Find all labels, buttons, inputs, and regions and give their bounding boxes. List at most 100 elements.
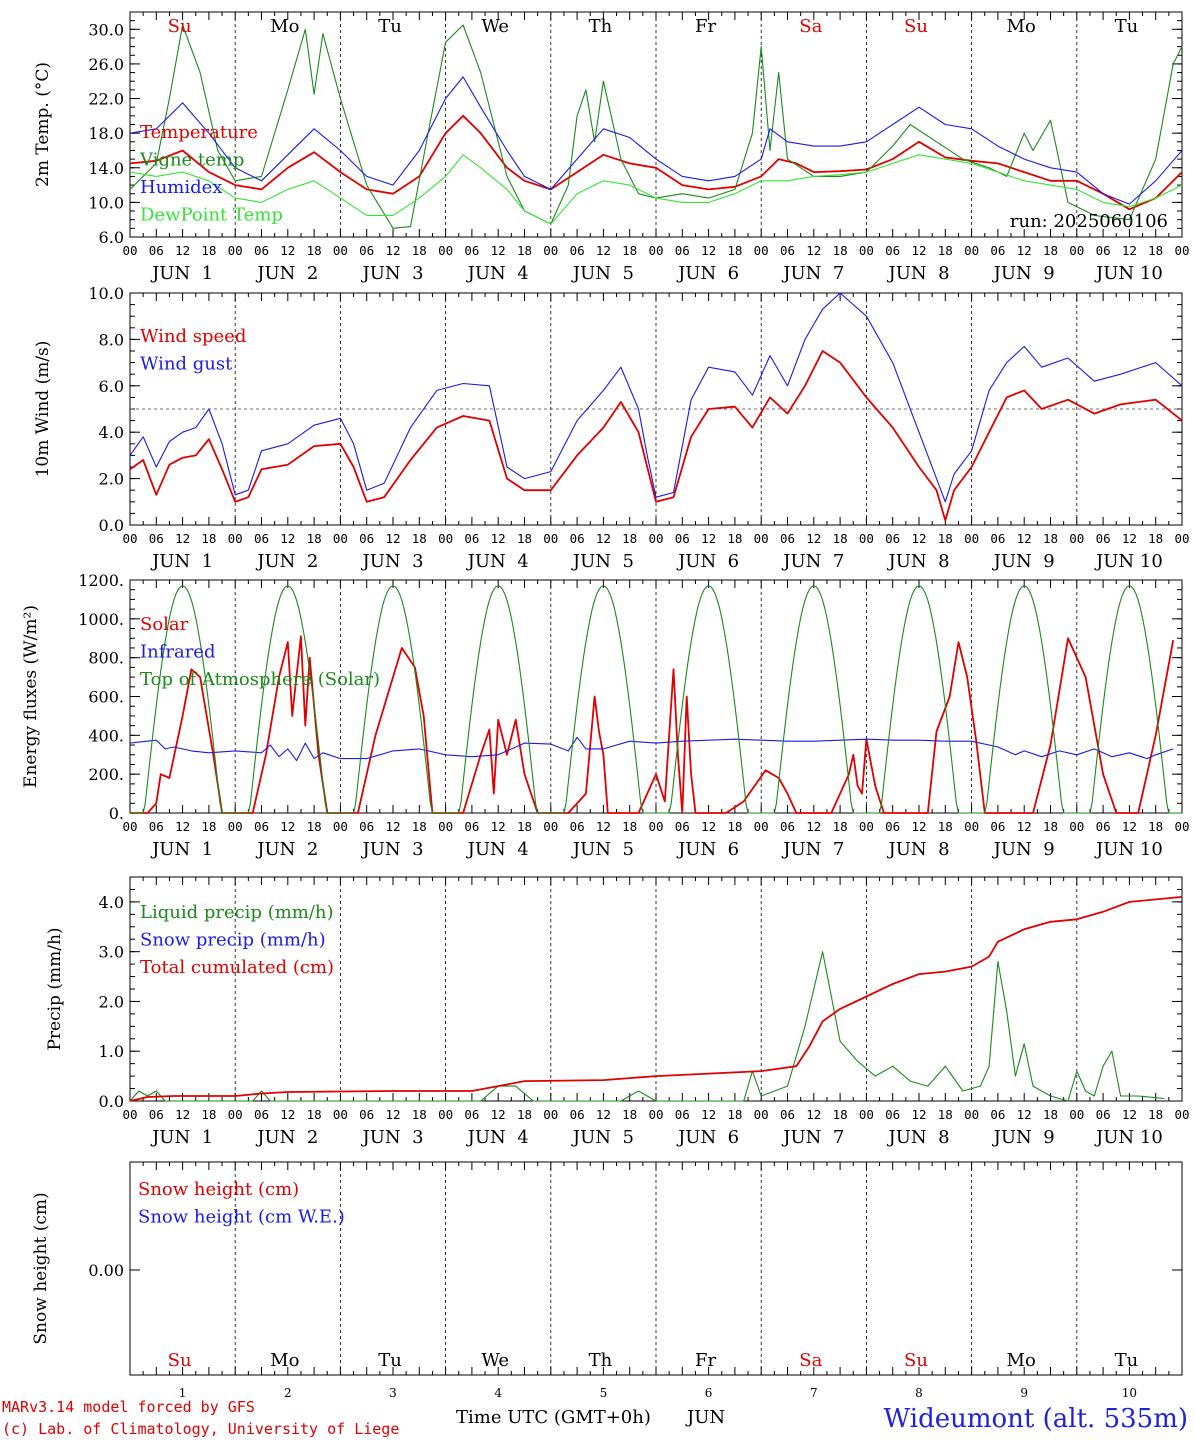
x-tick-label: 00: [754, 819, 769, 834]
x-tick-label: 06: [570, 531, 585, 546]
weekday-label: Th: [589, 1350, 613, 1371]
day-label: JUN 9: [992, 839, 1055, 860]
x-tick-label: 12: [701, 1107, 716, 1122]
x-tick-label: 06: [780, 819, 795, 834]
x-tick-label: 18: [307, 819, 322, 834]
legend-entry: Vigne temp: [139, 150, 244, 171]
x-tick-label: 00: [964, 531, 979, 546]
day-label: JUN 6: [676, 551, 739, 572]
x-tick-label: 18: [1148, 1107, 1163, 1122]
day-label: JUN 6: [676, 839, 739, 860]
day-label: JUN 3: [360, 551, 423, 572]
x-tick-label: 12: [911, 819, 926, 834]
x-tick-label: 00: [543, 531, 558, 546]
day-label: JUN 5: [571, 263, 634, 284]
x-tick-label: 06: [675, 819, 690, 834]
x-tick-label: 06: [990, 1107, 1005, 1122]
x-tick-label: 18: [201, 243, 216, 258]
day-label: JUN 10: [1094, 551, 1163, 572]
x-tick-label: 06: [254, 819, 269, 834]
weekday-label: Sa: [799, 16, 822, 37]
legend-entry: Total cumulated (cm): [140, 957, 334, 978]
x-tick-label: 06: [1096, 243, 1111, 258]
day-label: JUN 6: [676, 263, 739, 284]
x-tick-label: 00: [754, 531, 769, 546]
x-tick-label: 00: [438, 1107, 453, 1122]
x-tick-label: 00: [1174, 819, 1189, 834]
x-tick-label: 06: [254, 243, 269, 258]
panel-1: 6.0 10.0 14.0 18.0 22.0 26.0 30.0 2m Temp. (°C)…: [33, 11, 1190, 284]
x-tick-label: 18: [727, 243, 742, 258]
x-tick-label: 12: [280, 819, 295, 834]
weekday-label: Mo: [270, 1350, 299, 1371]
day-label: JUN 10: [1094, 839, 1163, 860]
x-tick-label: 18: [1043, 1107, 1058, 1122]
day-label: JUN 3: [360, 263, 423, 284]
legend-entry: Temperature: [140, 122, 258, 143]
x-tick-label: 00: [122, 1107, 137, 1122]
legend-entry: Infrared: [140, 642, 215, 663]
y-tick-label: 800.: [88, 649, 124, 668]
x-tick-label: 06: [254, 1107, 269, 1122]
x-tick-label: 06: [359, 531, 374, 546]
x-tick-label: 00: [333, 819, 348, 834]
x-tick-label: 12: [385, 243, 400, 258]
x-tick-label: 00: [859, 531, 874, 546]
x-tick-label: 00: [859, 243, 874, 258]
x-axis-month: JUN: [685, 1407, 725, 1428]
x-tick-label: 18: [833, 819, 848, 834]
legend-entry: Snow precip (mm/h): [140, 930, 326, 951]
day-label: JUN 8: [886, 551, 949, 572]
x-tick-label: 00: [859, 1107, 874, 1122]
weekday-label: Fr: [695, 1350, 716, 1371]
y-tick-label: 1.0: [99, 1042, 124, 1061]
y-axis-label: Energy fluxes (W/m²): [21, 605, 41, 788]
series-line: [129, 292, 1183, 503]
x-tick-label: 00: [122, 531, 137, 546]
x-tick-label: 06: [885, 1107, 900, 1122]
x-tick-label: 06: [1096, 531, 1111, 546]
x-tick-label: 06: [675, 531, 690, 546]
y-tick-label: 1200.: [78, 571, 124, 590]
x-tick-label: 06: [149, 1107, 164, 1122]
x-tick-label: 00: [438, 819, 453, 834]
day-number: 7: [810, 1386, 818, 1400]
x-tick-label: 18: [1043, 243, 1058, 258]
x-tick-label: 18: [412, 243, 427, 258]
x-tick-label: 18: [1148, 531, 1163, 546]
x-tick-label: 12: [280, 531, 295, 546]
day-number: 8: [915, 1386, 923, 1400]
x-tick-label: 00: [648, 819, 663, 834]
weekday-label: Tu: [1115, 16, 1139, 37]
x-tick-label: 06: [780, 243, 795, 258]
series-line: [129, 951, 1165, 1102]
series-line: [129, 736, 1174, 762]
x-tick-label: 12: [701, 531, 716, 546]
x-tick-label: 12: [1017, 531, 1032, 546]
day-label: JUN 1: [150, 1127, 213, 1148]
y-tick-label: 18.0: [88, 124, 124, 143]
x-tick-label: 00: [1069, 243, 1084, 258]
x-tick-label: 06: [780, 1107, 795, 1122]
x-tick-label: 18: [727, 819, 742, 834]
x-tick-label: 06: [570, 819, 585, 834]
x-tick-label: 18: [412, 819, 427, 834]
lab-credit: (c) Lab. of Climatology, University of L…: [2, 1420, 399, 1438]
x-tick-label: 06: [254, 531, 269, 546]
x-tick-label: 00: [648, 531, 663, 546]
x-tick-label: 00: [438, 531, 453, 546]
day-label: JUN 1: [150, 839, 213, 860]
weekday-label: Th: [589, 16, 613, 37]
x-tick-label: 06: [464, 819, 479, 834]
panel-2: 0.0 2.0 4.0 6.0 8.0 10.0 10m Wind (m/s) Wind sp…: [33, 284, 1190, 572]
y-tick-label: 200.: [88, 765, 124, 784]
x-tick-label: 06: [1096, 819, 1111, 834]
x-tick-label: 00: [228, 819, 243, 834]
day-label: JUN 2: [255, 263, 318, 284]
day-label: JUN 5: [571, 839, 634, 860]
y-tick-label: 3.0: [99, 943, 124, 962]
weekday-label: Su: [168, 16, 192, 37]
x-tick-label: 12: [491, 1107, 506, 1122]
day-number: 6: [705, 1386, 713, 1400]
